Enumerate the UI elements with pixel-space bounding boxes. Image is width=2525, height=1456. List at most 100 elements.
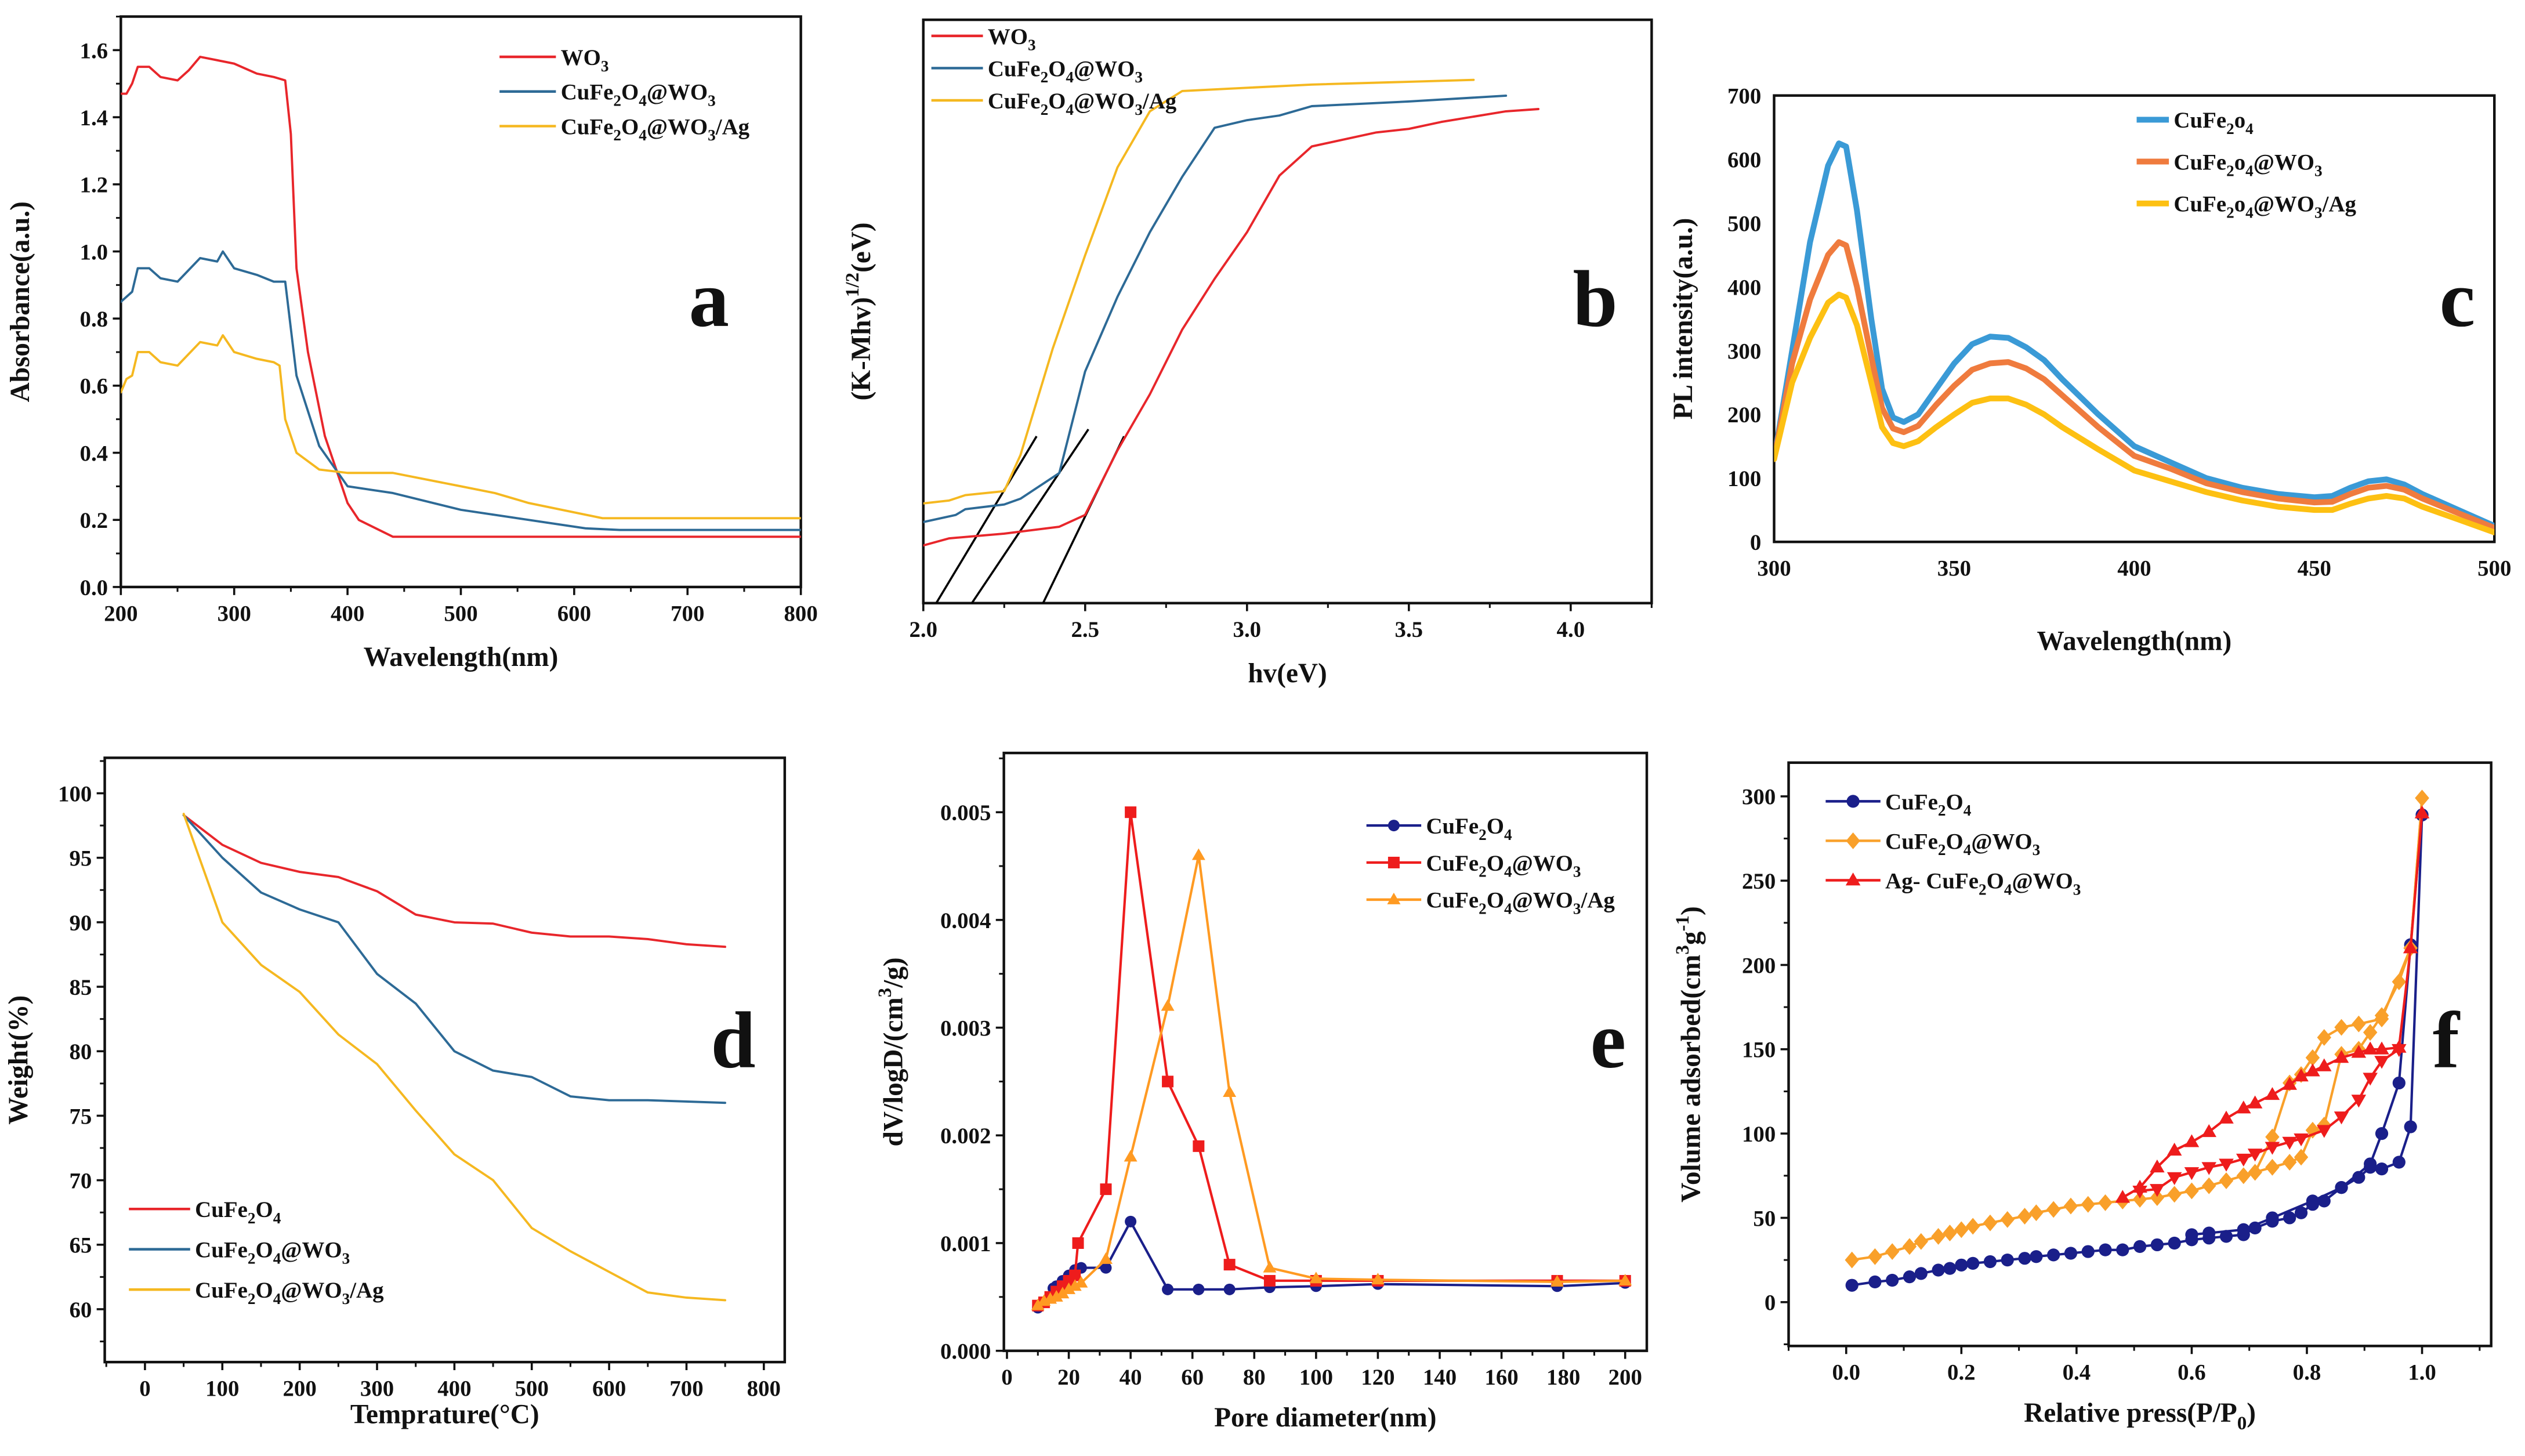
y-tick-label: 1.4 — [80, 106, 108, 131]
x-tick-label: 4.0 — [1557, 617, 1585, 642]
legend-label: CuFe2O4@WO3 — [1426, 851, 1581, 881]
data-point — [2374, 1056, 2389, 1069]
legend-marker — [1387, 892, 1401, 904]
data-point — [1983, 1255, 1997, 1269]
data-point — [2392, 1076, 2406, 1090]
x-tick-label: 3.0 — [1233, 617, 1262, 642]
y-tick-label: 0.6 — [80, 374, 108, 399]
y-axis-label: (K-Mhv)1/2(eV) — [842, 222, 876, 400]
y-tick-label: 75 — [69, 1104, 92, 1129]
legend-marker — [1388, 856, 1400, 868]
x-tick-label: 800 — [784, 601, 817, 626]
plot-area — [1774, 140, 2495, 535]
legend-item: CuFe2o4 — [2136, 108, 2254, 137]
series-0 — [923, 108, 1540, 547]
panel-letter: b — [1573, 255, 1618, 344]
data-point — [2335, 1181, 2348, 1194]
data-point — [2294, 1133, 2309, 1147]
data-point — [2265, 1086, 2280, 1100]
legend-label: CuFe2O4@WO3/Ag — [195, 1278, 384, 1307]
legend-label: CuFe2o4@WO3/Ag — [2173, 192, 2356, 222]
data-point — [1309, 1272, 1323, 1284]
data-point — [1223, 1085, 1237, 1097]
y-tick-label: 0 — [1765, 1291, 1776, 1316]
y-axis-label: Absorbance(a.u.) — [5, 201, 35, 402]
data-point — [2415, 789, 2429, 807]
data-point — [2305, 1049, 2320, 1066]
data-point — [1193, 1140, 1205, 1152]
series-1 — [121, 250, 801, 531]
y-axis-label: Volume adsorbed(cm3g-1) — [1672, 906, 1707, 1203]
y-tick-label: 0.000 — [940, 1339, 991, 1364]
data-point — [2081, 1245, 2095, 1258]
series-1 — [923, 94, 1508, 523]
data-point — [2316, 1058, 2332, 1071]
y-tick-label: 0.8 — [80, 307, 108, 332]
data-point — [2018, 1252, 2031, 1265]
data-point — [1263, 1261, 1277, 1273]
series-line — [1774, 291, 2495, 535]
data-point — [2403, 940, 2418, 954]
x-tick-label: 180 — [1546, 1365, 1580, 1390]
series-0 — [182, 814, 727, 948]
data-point — [1062, 1282, 1076, 1294]
y-tick-label: 70 — [69, 1168, 92, 1193]
data-point — [1223, 1283, 1236, 1295]
data-point — [2150, 1184, 2165, 1197]
data-point — [2236, 1100, 2251, 1114]
data-point — [1943, 1225, 1957, 1242]
data-point — [1845, 1278, 1859, 1292]
y-tick-label: 600 — [1727, 147, 1761, 172]
x-tick-label: 700 — [669, 1376, 703, 1401]
data-point — [2167, 1172, 2182, 1186]
data-point — [2046, 1201, 2061, 1218]
x-axis-label: Wavelength(nm) — [364, 642, 559, 672]
data-point — [2185, 1182, 2199, 1200]
data-point — [2305, 1063, 2320, 1077]
data-point — [2265, 1128, 2280, 1146]
legend-item: CuFe2o4@WO3 — [2136, 150, 2323, 179]
y-tick-label: 100 — [1727, 466, 1761, 491]
data-point — [1845, 1251, 1859, 1269]
legend: CuFe2o4 CuFe2o4@WO3 CuFe2o4@WO3/Ag — [2136, 108, 2357, 222]
data-point — [2184, 1134, 2200, 1147]
data-point — [1069, 1269, 1081, 1281]
legend-marker — [1846, 795, 1860, 808]
x-tick-label: 160 — [1484, 1365, 1518, 1390]
legend-label: CuFe2O4 — [1885, 789, 1972, 819]
series-line — [923, 108, 1540, 547]
x-tick-label: 40 — [1120, 1365, 1142, 1390]
data-point — [1162, 1075, 1174, 1088]
data-point — [2294, 1068, 2309, 1082]
data-point — [2316, 1125, 2332, 1138]
data-point — [1191, 848, 1205, 860]
data-point — [1223, 1259, 1236, 1271]
data-point — [2414, 805, 2430, 818]
x-tick-label: 80 — [1243, 1365, 1266, 1390]
x-tick-label: 0.4 — [2063, 1360, 2091, 1385]
data-point — [2167, 1186, 2182, 1203]
data-point — [2167, 1142, 2182, 1156]
x-tick-label: 400 — [331, 601, 364, 626]
legend-item: CuFe2O4 — [1366, 814, 1512, 843]
tangent-line — [935, 436, 1038, 603]
series-2 — [923, 78, 1475, 505]
legend-item: Ag- CuFe2O4@WO3 — [1825, 868, 2081, 898]
data-point — [2047, 1248, 2060, 1262]
series-1 — [182, 814, 727, 1104]
data-point — [2081, 1196, 2095, 1213]
data-point — [2375, 1127, 2389, 1140]
data-point — [2265, 1158, 2280, 1176]
data-point — [2201, 1124, 2216, 1138]
data-point — [2364, 1157, 2377, 1171]
legend-item: CuFe2O4@WO3/Ag — [931, 89, 1177, 118]
x-tick-label: 500 — [444, 601, 477, 626]
data-point — [2064, 1247, 2078, 1260]
data-point — [1100, 1262, 1112, 1274]
series-0 — [121, 56, 801, 538]
data-point — [2029, 1204, 2044, 1222]
legend-label: CuFe2O4@WO3/Ag — [1426, 888, 1615, 918]
legend-item: CuFe2O4 — [1825, 789, 1972, 819]
x-tick-label: 200 — [282, 1376, 316, 1401]
